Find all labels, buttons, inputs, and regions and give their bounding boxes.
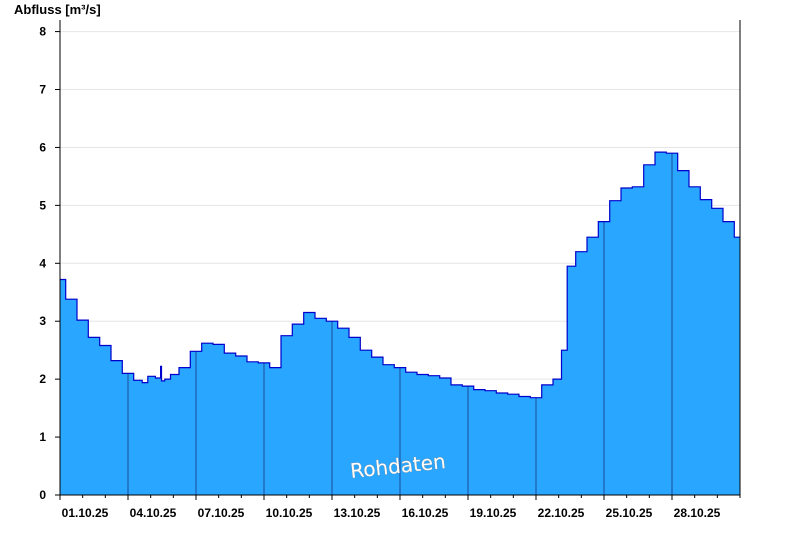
y-tick-label: 2 <box>39 372 46 386</box>
x-tick-label: 28.10.25 <box>674 506 721 520</box>
y-tick-label: 0 <box>39 488 46 502</box>
x-axis-ticks: 01.10.25 04.10.25 07.10.25 10.10.25 13.10.25… <box>59 495 741 520</box>
y-axis-ticks: 0 1 2 3 4 5 6 7 8 <box>39 25 60 502</box>
x-tick-label: 16.10.25 <box>402 506 449 520</box>
date-marker-lines <box>127 153 673 495</box>
discharge-line <box>60 151 740 399</box>
discharge-area <box>60 152 740 495</box>
x-tick-label: 13.10.25 <box>334 506 381 520</box>
x-tick-label: 10.10.25 <box>266 506 313 520</box>
y-tick-label: 7 <box>39 83 46 97</box>
x-tick-label: 25.10.25 <box>606 506 653 520</box>
x-tick-label: 04.10.25 <box>130 506 177 520</box>
x-tick-label: 19.10.25 <box>470 506 517 520</box>
y-axis-title: Abfluss [m³/s] <box>14 2 101 17</box>
y-tick-label: 8 <box>39 25 46 39</box>
x-tick-label: 07.10.25 <box>198 506 245 520</box>
x-tick-label: 01.10.25 <box>62 506 109 520</box>
y-tick-label: 1 <box>39 430 46 444</box>
y-tick-label: 3 <box>39 314 46 328</box>
y-tick-label: 6 <box>39 140 46 154</box>
x-tick-label: 22.10.25 <box>538 506 585 520</box>
y-tick-label: 5 <box>39 198 46 212</box>
y-tick-label: 4 <box>39 256 46 270</box>
